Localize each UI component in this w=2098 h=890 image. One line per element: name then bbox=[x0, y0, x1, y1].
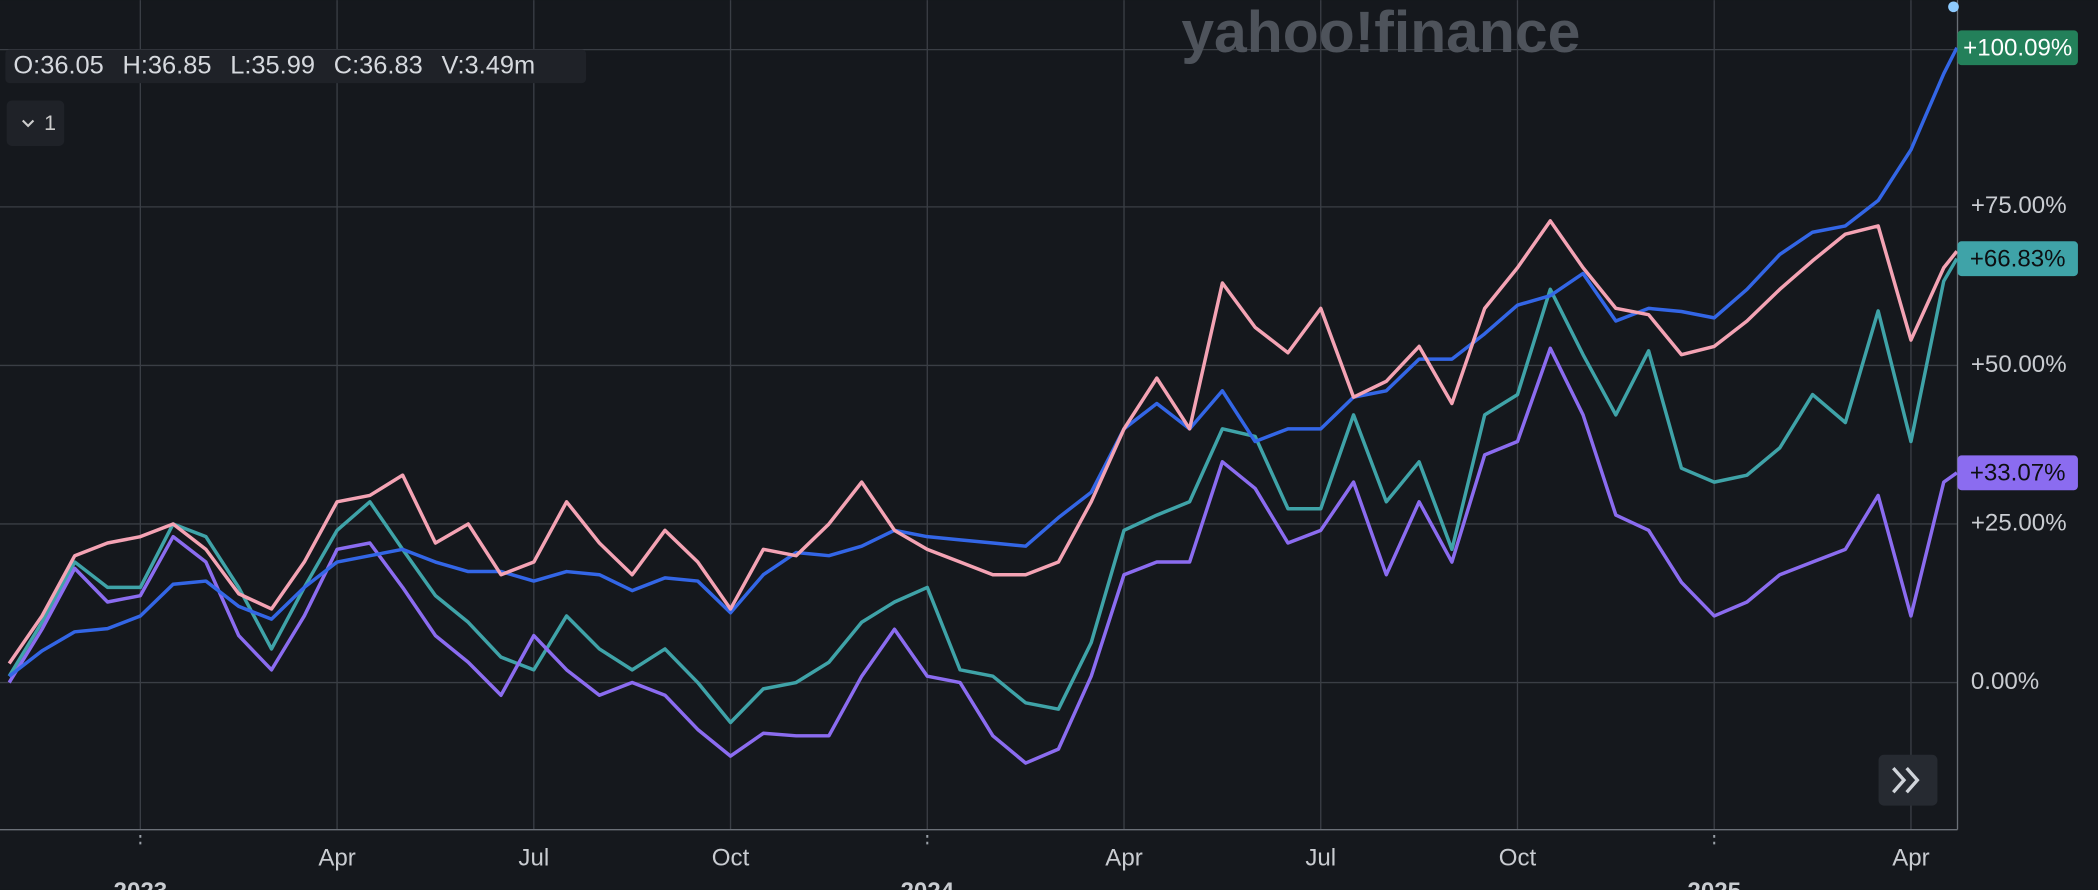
series-line bbox=[8, 46, 1959, 678]
live-dot bbox=[1948, 1, 1959, 13]
y-tick-label: +25.00% bbox=[1971, 509, 2067, 536]
x-year-label: 2024 bbox=[900, 878, 954, 890]
ohlc-value: L:35.99 bbox=[230, 52, 315, 80]
x-tick-label: Apr bbox=[318, 844, 355, 871]
x-year-label: 2023 bbox=[114, 878, 168, 890]
x-tick-label: Jul bbox=[1305, 844, 1336, 871]
ohlc-value: H:36.85 bbox=[123, 52, 212, 80]
indicator-toggle[interactable] bbox=[6, 100, 65, 146]
ohlc-value: V:3.49m bbox=[441, 52, 535, 80]
x-tick-label: Apr bbox=[1892, 844, 1929, 871]
grid bbox=[0, 0, 1959, 849]
last-value-label: +100.09% bbox=[1963, 34, 2072, 61]
last-value-label: +33.07% bbox=[1970, 459, 2066, 486]
x-tick-label: Oct bbox=[712, 844, 750, 871]
logo: yahoo!finance bbox=[1181, 0, 1580, 65]
last-value-badge bbox=[1957, 455, 2078, 491]
x-tick-label: Jul bbox=[518, 844, 549, 871]
series-line bbox=[7, 346, 1958, 765]
ohlc-value: O:36.05 bbox=[13, 52, 103, 80]
scroll-button[interactable] bbox=[1878, 754, 1938, 806]
indicator-count: 1 bbox=[44, 111, 56, 135]
last-value-badge bbox=[1957, 241, 2078, 277]
ohlc: O:36.05 H:36.85 L:35.99 C:36.83 V:3.49m bbox=[13, 52, 535, 80]
y-tick-label: +50.00% bbox=[1971, 351, 2067, 378]
double-chevron-icon bbox=[1892, 767, 1920, 794]
ohlc-box bbox=[5, 49, 587, 84]
series-line bbox=[7, 219, 1959, 665]
y-tick-label: +75.00% bbox=[1971, 192, 2067, 219]
last-value-label: +66.83% bbox=[1970, 245, 2066, 272]
last-value-badge bbox=[1957, 30, 2078, 66]
ohlc-value: C:36.83 bbox=[334, 52, 423, 80]
x-tick-label: Oct bbox=[1499, 844, 1537, 871]
y-tick-label: 0.00% bbox=[1971, 668, 2039, 695]
series-line bbox=[7, 257, 1959, 725]
chevron-icon bbox=[21, 119, 35, 128]
x-tick-label: Apr bbox=[1105, 844, 1142, 871]
x-year-label: 2025 bbox=[1687, 878, 1741, 890]
